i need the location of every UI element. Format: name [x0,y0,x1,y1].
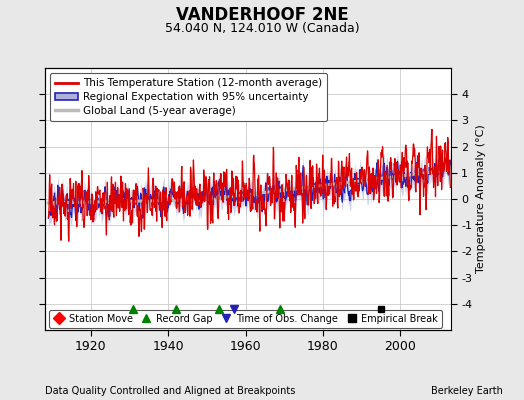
Text: 54.040 N, 124.010 W (Canada): 54.040 N, 124.010 W (Canada) [165,22,359,35]
Text: Berkeley Earth: Berkeley Earth [431,386,503,396]
Legend: Station Move, Record Gap, Time of Obs. Change, Empirical Break: Station Move, Record Gap, Time of Obs. C… [49,310,442,328]
Text: Data Quality Controlled and Aligned at Breakpoints: Data Quality Controlled and Aligned at B… [45,386,295,396]
Text: VANDERHOOF 2NE: VANDERHOOF 2NE [176,6,348,24]
Y-axis label: Temperature Anomaly (°C): Temperature Anomaly (°C) [476,125,486,273]
